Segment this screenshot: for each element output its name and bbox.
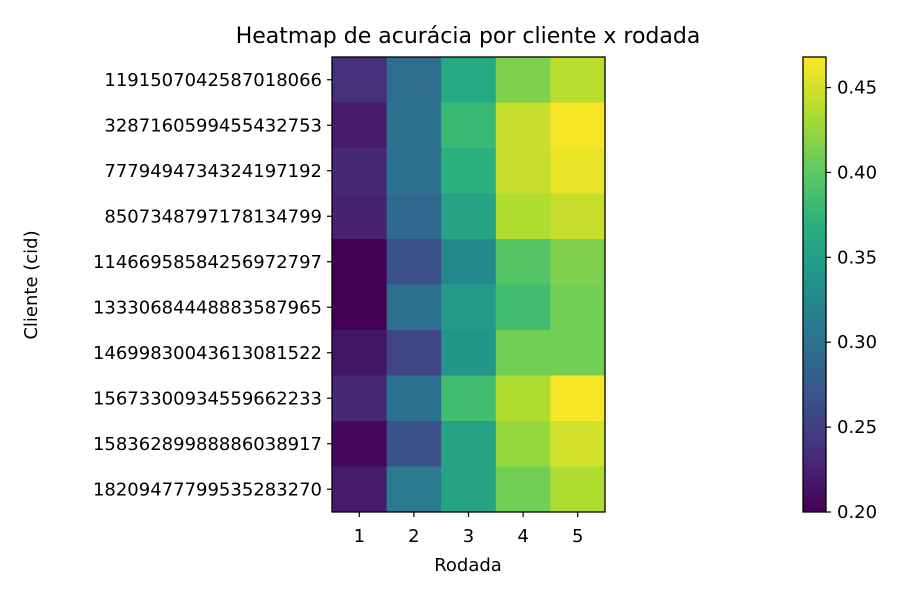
heatmap-cell	[386, 330, 442, 376]
y-tick-label: 3287160599455432753	[104, 115, 322, 136]
x-tick-label: 5	[572, 526, 583, 547]
heatmap-cell	[332, 466, 388, 513]
y-tick-label: 13330684448883587965	[93, 297, 322, 318]
heatmap-cell	[441, 284, 497, 331]
heatmap-cell	[550, 330, 606, 376]
heatmap-cell	[386, 148, 442, 194]
heatmap-cell	[332, 148, 388, 194]
heatmap-cell	[495, 57, 551, 103]
heatmap-cell	[332, 239, 388, 285]
y-axis-ticks: 1191507042587018066 3287160599455432753 77…	[93, 70, 332, 500]
heatmap-cell	[441, 375, 497, 422]
heatmap-cell	[386, 421, 442, 467]
heatmap-cell	[386, 239, 442, 285]
heatmap-cell	[386, 102, 442, 149]
heatmap-cell	[495, 330, 551, 376]
heatmap-cell	[332, 57, 388, 103]
heatmap-cells	[332, 57, 606, 513]
colorbar-tick-label: 0.20	[837, 502, 877, 523]
heatmap-cell	[495, 102, 551, 149]
heatmap-cell	[386, 57, 442, 103]
x-axis-label: Rodada	[434, 555, 502, 576]
colorbar-ticks: 0.20 0.25 0.30 0.35 0.40 0.45	[826, 78, 877, 523]
colorbar-tick-label: 0.40	[837, 162, 877, 183]
heatmap-cell	[550, 284, 606, 331]
heatmap-cell	[332, 375, 388, 422]
x-axis-ticks: 1 2 3 4 5	[354, 512, 583, 547]
heatmap-cell	[550, 421, 606, 467]
heatmap-cell	[550, 193, 606, 240]
y-tick-label: 8507348797178134799	[104, 206, 322, 227]
y-tick-label: 18209477799535283270	[93, 479, 322, 500]
x-tick-label: 2	[408, 526, 419, 547]
heatmap-cell	[495, 284, 551, 331]
heatmap-cell	[550, 148, 606, 194]
heatmap-cell	[441, 466, 497, 513]
heatmap-cell	[332, 421, 388, 467]
y-tick-label: 7779494734324197192	[104, 161, 322, 182]
colorbar-tick-label: 0.45	[837, 78, 877, 99]
y-tick-label: 15673300934559662233	[93, 388, 322, 409]
heatmap-cell	[386, 466, 442, 513]
heatmap-cell	[550, 466, 606, 513]
heatmap-cell	[441, 421, 497, 467]
heatmap-cell	[332, 330, 388, 376]
heatmap-cell	[332, 284, 388, 331]
y-tick-label: 11466958584256972797	[93, 252, 322, 273]
heatmap-cell	[441, 57, 497, 103]
y-tick-label: 1191507042587018066	[104, 70, 322, 91]
heatmap-cell	[550, 57, 606, 103]
y-tick-label: 15836289988886038917	[93, 434, 322, 455]
x-tick-label: 3	[463, 526, 474, 547]
heatmap-cell	[495, 239, 551, 285]
chart-title: Heatmap de acurácia por cliente x rodada	[236, 24, 701, 49]
heatmap-cell	[386, 375, 442, 422]
heatmap-cell	[441, 239, 497, 285]
heatmap-cell	[441, 102, 497, 149]
colorbar	[802, 56, 827, 513]
heatmap-cell	[441, 193, 497, 240]
heatmap-cell	[495, 466, 551, 513]
x-tick-label: 1	[354, 526, 365, 547]
x-tick-label: 4	[517, 526, 528, 547]
heatmap-cell	[332, 102, 388, 149]
colorbar-tick-label: 0.30	[837, 332, 877, 353]
heatmap-cell	[550, 102, 606, 149]
heatmap-cell	[441, 148, 497, 194]
heatmap-cell	[386, 193, 442, 240]
heatmap-cell	[441, 330, 497, 376]
heatmap-cell	[495, 148, 551, 194]
heatmap-cell	[550, 239, 606, 285]
y-axis-label: Cliente (cid)	[21, 230, 42, 339]
y-tick-label: 14699830043613081522	[93, 343, 322, 364]
heatmap-cell	[495, 421, 551, 467]
heatmap-cell	[495, 375, 551, 422]
colorbar-tick-label: 0.25	[837, 417, 877, 438]
heatmap-cell	[332, 193, 388, 240]
colorbar-tick-label: 0.35	[837, 247, 877, 268]
heatmap-cell	[550, 375, 606, 422]
heatmap-cell	[495, 193, 551, 240]
heatmap-cell	[386, 284, 442, 331]
